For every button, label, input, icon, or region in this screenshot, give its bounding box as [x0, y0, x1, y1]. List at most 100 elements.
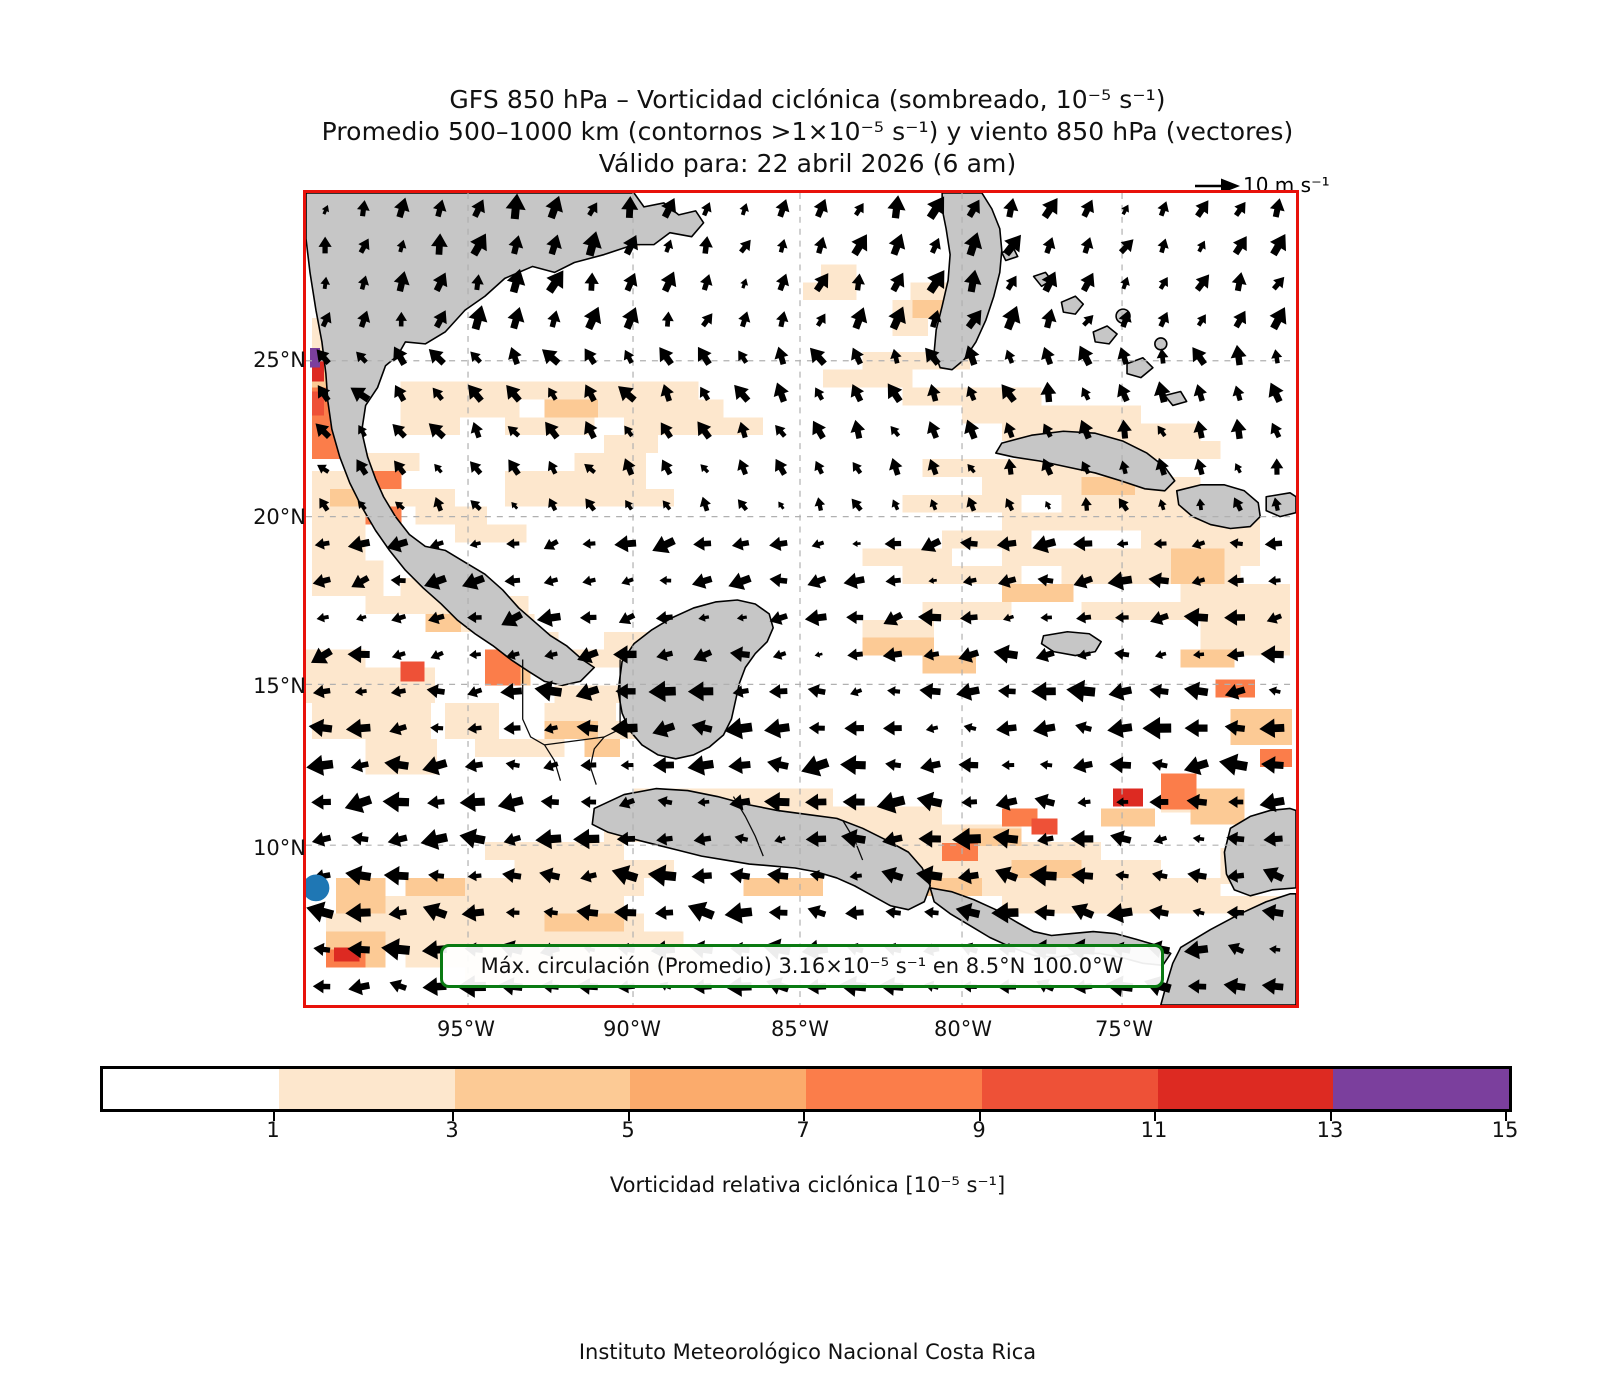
wind-vector	[1040, 612, 1052, 623]
wind-vector	[575, 683, 600, 701]
wind-vector	[809, 347, 827, 367]
wind-vector	[543, 575, 559, 587]
wind-vector	[1077, 649, 1091, 660]
x-tick-75W: 75°W	[1095, 1017, 1153, 1041]
wind-vector	[467, 611, 482, 624]
wind-vector	[775, 199, 790, 218]
wind-vector	[1157, 201, 1169, 217]
map-panel[interactable]	[303, 190, 1299, 1008]
wind-vector	[925, 347, 941, 366]
wind-vector	[356, 459, 369, 476]
wind-vector	[1115, 612, 1129, 623]
wind-vector	[546, 270, 564, 294]
wind-vector	[887, 686, 901, 697]
colorbar[interactable]	[100, 1066, 1512, 1112]
wind-vector	[506, 268, 526, 294]
wind-vector	[962, 575, 977, 587]
wind-vector	[1226, 647, 1245, 662]
wind-vector	[623, 235, 638, 256]
wind-vector	[1114, 648, 1130, 661]
chart-title-block: GFS 850 hPa – Vorticidad ciclónica (somb…	[0, 84, 1615, 180]
wind-vector	[1196, 240, 1206, 253]
wind-vector	[1117, 419, 1132, 439]
wind-vector	[888, 306, 906, 331]
colorbar-label: Vorticidad relativa ciclónica [10⁻⁵ s⁻¹]	[609, 1173, 1006, 1197]
wind-vector	[470, 500, 482, 512]
wind-vector	[700, 464, 710, 474]
wind-vector	[1081, 461, 1091, 475]
wind-vector	[1151, 758, 1168, 771]
wind-vector	[625, 499, 634, 511]
wind-vector	[1117, 347, 1131, 365]
wind-vector	[306, 754, 334, 776]
wind-vector	[315, 423, 332, 440]
wind-vector	[775, 273, 789, 292]
wind-vector	[1001, 384, 1017, 403]
wind-vector	[428, 348, 446, 366]
wind-vector	[587, 202, 598, 217]
wind-vector	[775, 424, 787, 438]
wind-vector	[577, 647, 599, 664]
wind-vector	[1042, 237, 1056, 254]
wind-vector	[1184, 719, 1208, 738]
wind-vector	[622, 307, 639, 330]
wind-vector	[393, 460, 407, 476]
wind-vector	[996, 720, 1017, 737]
wind-vector	[389, 721, 408, 736]
max-circulation-annotation: Máx. circulación (Promedio) 3.16×10⁻⁵ s⁻…	[440, 944, 1164, 988]
wind-vector	[1121, 204, 1129, 216]
wind-vector	[1004, 349, 1016, 364]
colorbar-segment-4	[806, 1069, 982, 1109]
wind-vector	[1042, 423, 1054, 438]
wind-vector	[1002, 613, 1015, 622]
wind-vector	[1073, 573, 1094, 589]
wind-vector	[584, 272, 599, 291]
wind-vector	[624, 425, 634, 438]
wind-vector	[995, 866, 1019, 884]
wind-vector	[767, 756, 789, 773]
wind-vector	[1120, 276, 1130, 290]
map-canvas[interactable]	[306, 193, 1296, 1005]
wind-vector-layer	[306, 193, 1287, 998]
wind-vector	[535, 828, 562, 850]
wind-vector	[699, 496, 711, 512]
wind-vector	[426, 684, 446, 699]
wind-vector	[1262, 867, 1285, 883]
wind-vector	[469, 649, 481, 660]
wind-vector	[1150, 610, 1169, 626]
wind-vector	[1183, 607, 1209, 627]
wind-vector	[853, 202, 864, 217]
x-tick-80W: 80°W	[934, 1017, 992, 1041]
wind-vector	[728, 756, 751, 774]
wind-vector	[1039, 760, 1053, 770]
wind-vector	[778, 501, 785, 510]
wind-vector	[618, 386, 637, 403]
wind-vector	[1158, 277, 1168, 290]
wind-vector	[776, 238, 788, 253]
wind-vector	[883, 611, 904, 626]
wind-vector	[347, 535, 371, 553]
wind-vector	[843, 572, 865, 590]
wind-vector	[807, 905, 827, 920]
wind-vector	[691, 573, 713, 589]
wind-vector	[738, 311, 751, 328]
wind-vector	[320, 276, 331, 290]
wind-vector	[851, 347, 864, 366]
wind-vector	[1183, 756, 1209, 776]
wind-vector	[1118, 310, 1132, 328]
wind-vector	[459, 828, 486, 849]
wind-vector	[344, 792, 373, 814]
wind-vector	[311, 647, 333, 664]
wind-vector	[956, 682, 980, 701]
wind-vector	[358, 238, 370, 254]
wind-vector	[1193, 420, 1208, 439]
wind-vector	[995, 794, 1018, 811]
wind-vector	[502, 868, 522, 884]
wind-vector	[1034, 904, 1055, 921]
wind-vector	[470, 233, 487, 257]
wind-vector	[1040, 381, 1057, 403]
wind-vector	[724, 902, 753, 924]
wind-vector	[1261, 977, 1284, 995]
wind-vector	[1003, 458, 1017, 475]
wind-vector	[654, 905, 674, 920]
